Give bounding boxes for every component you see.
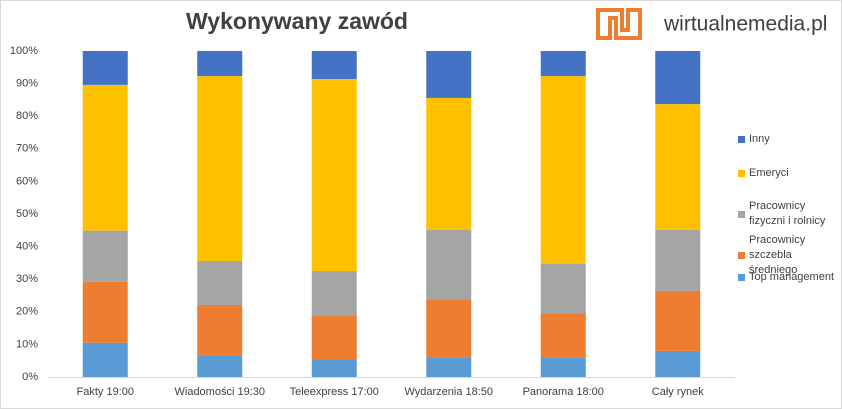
bar-segment bbox=[426, 51, 472, 98]
y-tick-label: 40% bbox=[16, 241, 38, 253]
legend-label: Pracownicy fizyczni i rolnicy bbox=[749, 200, 826, 227]
bar-segment bbox=[197, 51, 243, 77]
bar-segment bbox=[82, 281, 128, 343]
logo-icon bbox=[596, 8, 642, 40]
bar-segment bbox=[197, 76, 243, 261]
bar-segment bbox=[426, 299, 472, 358]
y-tick-label: 60% bbox=[16, 175, 38, 187]
bar-segment bbox=[540, 357, 586, 377]
bar-segment bbox=[655, 350, 701, 377]
legend-item: Emeryci bbox=[738, 166, 841, 181]
bar-segment bbox=[82, 84, 128, 231]
x-tick-label: Wiadomości 19:30 bbox=[175, 386, 266, 398]
y-tick-label: 70% bbox=[16, 143, 38, 155]
bar-segment bbox=[655, 51, 701, 105]
bar-segment bbox=[540, 76, 586, 264]
y-tick-label: 30% bbox=[16, 273, 38, 285]
legend-label: Pracownicy szczebla średniego bbox=[749, 234, 806, 276]
legend-label: Inny bbox=[749, 133, 770, 145]
bar-segment bbox=[311, 316, 357, 361]
legend-item: Inny bbox=[738, 132, 841, 147]
bar-segment bbox=[311, 360, 357, 377]
bar-segment bbox=[197, 304, 243, 356]
bar-segment bbox=[82, 230, 128, 282]
x-tick-label: Teleexpress 17:00 bbox=[290, 386, 379, 398]
bar-segment bbox=[426, 97, 472, 230]
logo-text: wirtualnemedia.pl bbox=[663, 13, 827, 36]
x-tick-label: Wydarzenia 18:50 bbox=[404, 386, 493, 398]
y-tick-label: 0% bbox=[22, 371, 38, 383]
bar-segment bbox=[540, 51, 586, 77]
x-tick-label: Panorama 18:00 bbox=[523, 386, 604, 398]
legend-label: Top management bbox=[749, 271, 834, 283]
y-tick-label: 10% bbox=[16, 338, 38, 350]
y-tick-label: 100% bbox=[10, 45, 38, 57]
legend-item: Pracownicy szczebla średniego bbox=[738, 233, 841, 278]
y-tick-label: 20% bbox=[16, 306, 38, 318]
legend-swatch bbox=[738, 252, 745, 259]
legend-label: Emeryci bbox=[749, 167, 789, 179]
legend-swatch bbox=[738, 274, 745, 281]
bar-segment bbox=[540, 313, 586, 358]
bar-segment bbox=[197, 260, 243, 305]
x-tick-label: Fakty 19:00 bbox=[77, 386, 134, 398]
bar-segment bbox=[311, 271, 357, 317]
y-tick-label: 90% bbox=[16, 78, 38, 90]
bar-segment bbox=[655, 229, 701, 291]
legend-item: Pracownicy fizyczni i rolnicy bbox=[738, 199, 841, 229]
bar-segment bbox=[197, 355, 243, 377]
bar-segment bbox=[426, 357, 472, 377]
bar-segment bbox=[655, 290, 701, 351]
legend-swatch bbox=[738, 170, 745, 177]
bar-segment bbox=[426, 229, 472, 300]
y-tick-label: 50% bbox=[16, 208, 38, 220]
legend-swatch bbox=[738, 136, 745, 143]
chart-title: Wykonywany zawód bbox=[186, 8, 408, 34]
y-tick-label: 80% bbox=[16, 110, 38, 122]
bar-segment bbox=[82, 51, 128, 85]
x-tick-label: Cały rynek bbox=[652, 386, 704, 398]
bar-segment bbox=[655, 104, 701, 230]
bar-segment bbox=[540, 263, 586, 314]
bar-segment bbox=[82, 342, 128, 377]
legend-item: Top management bbox=[738, 270, 841, 285]
bar-segment bbox=[311, 79, 357, 272]
legend-swatch bbox=[738, 210, 745, 218]
bar-segment bbox=[311, 51, 357, 80]
